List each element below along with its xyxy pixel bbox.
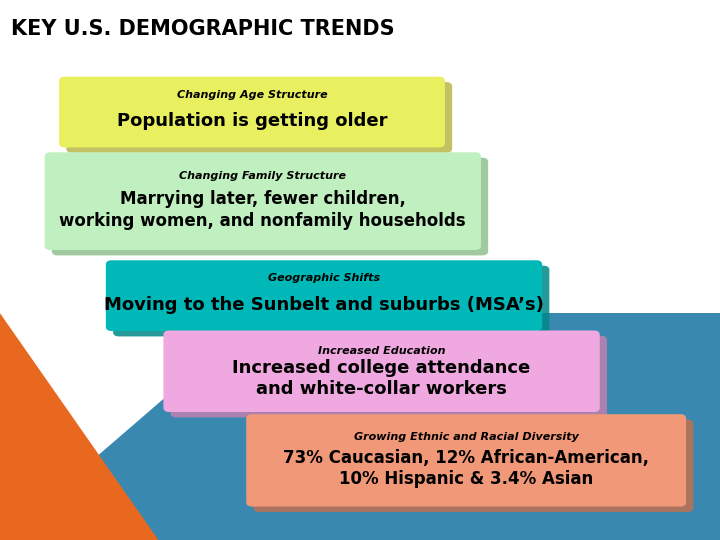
Text: Increased college attendance
and white-collar workers: Increased college attendance and white-c… (233, 359, 531, 399)
FancyBboxPatch shape (66, 82, 452, 153)
Text: Population is getting older: Population is getting older (117, 112, 387, 130)
FancyBboxPatch shape (106, 260, 542, 331)
FancyBboxPatch shape (171, 336, 607, 417)
Text: Changing Age Structure: Changing Age Structure (176, 90, 328, 100)
Text: Increased Education: Increased Education (318, 346, 446, 356)
Text: Marrying later, fewer children,
working women, and nonfamily households: Marrying later, fewer children, working … (60, 190, 466, 230)
FancyBboxPatch shape (52, 158, 488, 255)
Polygon shape (0, 313, 158, 540)
Polygon shape (0, 313, 720, 540)
FancyBboxPatch shape (113, 266, 549, 336)
Text: Changing Family Structure: Changing Family Structure (179, 171, 346, 181)
Text: KEY U.S. DEMOGRAPHIC TRENDS: KEY U.S. DEMOGRAPHIC TRENDS (11, 19, 395, 39)
FancyBboxPatch shape (45, 152, 481, 250)
FancyBboxPatch shape (163, 330, 600, 412)
FancyBboxPatch shape (246, 414, 686, 507)
FancyBboxPatch shape (253, 420, 693, 512)
FancyBboxPatch shape (59, 77, 445, 147)
Text: 73% Caucasian, 12% African-American,
10% Hispanic & 3.4% Asian: 73% Caucasian, 12% African-American, 10%… (283, 449, 649, 489)
Text: Geographic Shifts: Geographic Shifts (268, 273, 380, 284)
Text: Moving to the Sunbelt and suburbs (MSA’s): Moving to the Sunbelt and suburbs (MSA’s… (104, 296, 544, 314)
Text: Growing Ethnic and Racial Diversity: Growing Ethnic and Racial Diversity (354, 432, 579, 442)
